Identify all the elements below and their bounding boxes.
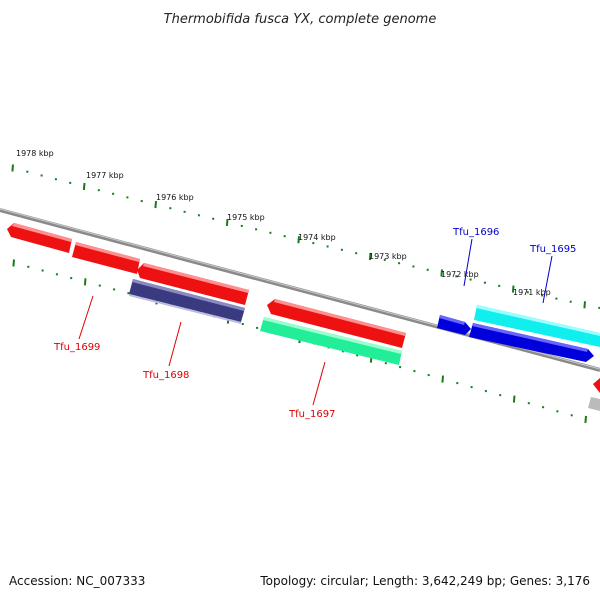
map-title: Thermobifida fusca YX, complete genome — [164, 12, 437, 27]
gene-label-tfu-1699[interactable]: Tfu_1699 — [53, 342, 100, 353]
outer-tick-major — [225, 218, 229, 226]
gene-arrow-gray-edge[interactable] — [588, 397, 600, 411]
gene-arrow-teal[interactable] — [260, 317, 402, 365]
outer-tick-major — [297, 236, 300, 244]
genome-backbone — [0, 208, 600, 372]
gene-label-tfu-1696[interactable]: Tfu_1696 — [452, 227, 499, 238]
outer-tick-major — [154, 201, 157, 209]
gene-label-tfu-1698[interactable]: Tfu_1698 — [142, 370, 189, 381]
gene-arrow-red-middle[interactable] — [267, 299, 406, 348]
gene-arrow-upper-3[interactable] — [137, 263, 249, 305]
gene-arrow-navy[interactable] — [129, 279, 245, 324]
gene-arrow-upper-2[interactable] — [72, 242, 140, 274]
leader-line-tfu-1698 — [168, 321, 182, 367]
genome-summary-text: Topology: circular; Length: 3,642,249 bp… — [260, 574, 590, 588]
inner-tick-major — [584, 415, 587, 423]
kbp-label-1973: 1973 kbp — [369, 252, 407, 261]
outer-tick-major — [368, 253, 372, 261]
leader-line-tfu-1696 — [463, 238, 473, 287]
leader-line-tfu-1699 — [78, 295, 94, 340]
kbp-label-1971: 1971 kbp — [513, 288, 551, 297]
leader-line-tfu-1697 — [312, 361, 326, 406]
kbp-label-1976: 1976 kbp — [156, 193, 194, 202]
accession-text: Accession: NC_007333 — [9, 574, 146, 588]
outer-tick-major — [583, 301, 586, 309]
gene-arrow-cyan[interactable] — [474, 305, 600, 347]
kbp-label-1974: 1974 kbp — [298, 233, 336, 242]
kbp-label-1972: 1972 kbp — [441, 270, 479, 279]
gene-label-tfu-1697[interactable]: Tfu_1697 — [288, 409, 335, 420]
outer-tick-major — [82, 182, 86, 191]
inner-tick-major — [12, 259, 15, 267]
outer-tick-row — [11, 164, 600, 309]
inner-tick-major — [83, 278, 87, 286]
outer-tick-major — [440, 269, 443, 277]
outer-tick-major — [511, 285, 515, 293]
gene-arrow-upper-1[interactable] — [7, 223, 72, 253]
gene-arrow-red-edge[interactable] — [593, 378, 600, 393]
gene-arrow-blue-large[interactable] — [469, 323, 594, 362]
kbp-label-1975: 1975 kbp — [227, 213, 265, 222]
kbp-label-1978: 1978 kbp — [16, 149, 54, 158]
inner-tick-major — [441, 375, 444, 383]
gene-label-tfu-1695[interactable]: Tfu_1695 — [529, 244, 576, 255]
outer-tick-major — [11, 164, 14, 172]
kbp-label-1977: 1977 kbp — [86, 171, 124, 180]
leader-line-tfu-1695 — [542, 255, 553, 304]
gene-arrow-blue-small[interactable] — [437, 315, 471, 335]
inner-tick-major — [512, 395, 516, 403]
